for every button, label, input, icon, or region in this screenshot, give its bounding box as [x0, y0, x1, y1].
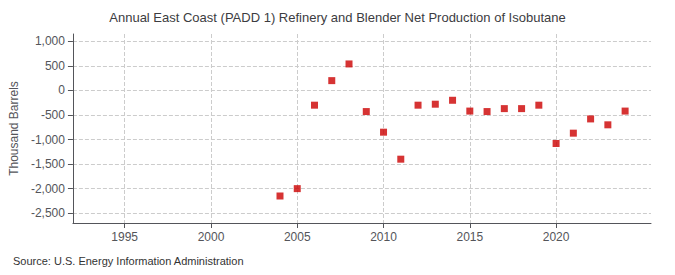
- svg-text:2020: 2020: [543, 230, 570, 244]
- svg-text:2000: 2000: [198, 230, 225, 244]
- svg-text:Annual East Coast (PADD 1) Ref: Annual East Coast (PADD 1) Refinery and …: [109, 10, 565, 25]
- svg-text:-1,000: -1,000: [31, 133, 65, 147]
- svg-text:0: 0: [58, 83, 65, 97]
- svg-text:1,000: 1,000: [35, 34, 65, 48]
- svg-text:Source: U.S. Energy Informatio: Source: U.S. Energy Information Administ…: [13, 255, 244, 267]
- svg-text:2010: 2010: [370, 230, 397, 244]
- svg-text:-500: -500: [41, 108, 65, 122]
- svg-text:-1,500: -1,500: [31, 157, 65, 171]
- svg-text:2005: 2005: [284, 230, 311, 244]
- svg-text:Thousand Barrels: Thousand Barrels: [7, 81, 21, 176]
- svg-text:-2,500: -2,500: [31, 206, 65, 220]
- svg-text:1995: 1995: [111, 230, 138, 244]
- svg-text:-2,000: -2,000: [31, 182, 65, 196]
- svg-text:2015: 2015: [456, 230, 483, 244]
- svg-text:500: 500: [45, 59, 65, 73]
